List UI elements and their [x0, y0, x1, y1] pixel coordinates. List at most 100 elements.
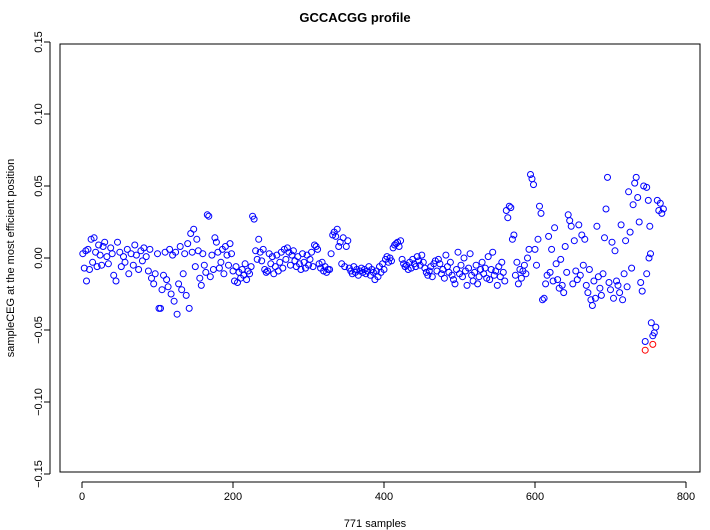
data-point [616, 289, 624, 297]
data-point [659, 205, 667, 213]
data-point [520, 261, 528, 269]
data-point [646, 222, 654, 230]
data-point [605, 279, 613, 286]
data-point [142, 253, 150, 261]
data-point [306, 255, 314, 263]
data-point [510, 231, 518, 239]
data-point [514, 280, 522, 288]
y-tick-label: 0.10 [33, 103, 45, 124]
data-point [333, 225, 341, 233]
data-point [252, 247, 260, 255]
data-points [79, 171, 667, 354]
data-point [601, 234, 608, 242]
data-point [604, 173, 611, 181]
data-point [495, 263, 503, 271]
data-point [450, 276, 457, 284]
data-point [108, 250, 116, 258]
x-tick-label: 200 [224, 491, 242, 503]
data-point [246, 270, 254, 278]
data-point [299, 250, 306, 258]
data-point [185, 304, 193, 312]
data-point [442, 251, 450, 259]
data-point [631, 179, 639, 187]
data-point [614, 281, 622, 289]
data-point [144, 267, 152, 275]
data-point [107, 244, 115, 252]
data-point [588, 302, 596, 309]
data-point [460, 254, 468, 262]
data-point [158, 286, 166, 294]
data-point [172, 248, 180, 256]
data-point [166, 245, 174, 253]
data-point [96, 251, 104, 259]
x-axis: 0 200 400 600 800 [79, 481, 695, 503]
data-point [647, 250, 654, 258]
data-point [214, 248, 222, 256]
data-point [131, 241, 139, 249]
data-point [255, 235, 263, 243]
data-point [552, 260, 560, 268]
data-point [596, 284, 604, 292]
data-point [258, 257, 266, 265]
data-point [412, 263, 420, 271]
data-point [499, 268, 507, 276]
data-point [209, 266, 217, 273]
data-point [314, 245, 322, 253]
y-tick-label: −0.10 [33, 388, 45, 416]
data-point [607, 286, 614, 294]
data-point [579, 261, 587, 269]
data-point [262, 268, 270, 276]
data-point [308, 248, 315, 256]
data-point [585, 266, 593, 273]
data-point [471, 268, 479, 276]
data-point [163, 276, 171, 284]
data-point [157, 304, 164, 312]
data-point [548, 245, 556, 253]
data-point [489, 248, 497, 256]
data-point [448, 271, 456, 279]
data-point [129, 261, 137, 269]
data-point [487, 266, 495, 273]
data-point [178, 286, 186, 294]
data-point [546, 268, 554, 276]
data-point [513, 258, 521, 266]
data-point [573, 276, 581, 284]
data-point [584, 289, 592, 297]
x-tick-label: 600 [526, 491, 544, 503]
data-point [472, 261, 480, 269]
data-point [117, 263, 125, 271]
data-point [561, 243, 569, 250]
x-tick-label: 400 [375, 491, 393, 503]
data-point [593, 222, 601, 230]
data-point [463, 281, 471, 289]
data-point [150, 280, 158, 288]
data-point [187, 230, 195, 237]
data-point [581, 235, 589, 243]
data-point [398, 255, 406, 263]
data-point [197, 281, 205, 289]
data-point [530, 181, 537, 189]
data-point [264, 267, 272, 275]
data-point [282, 255, 290, 263]
data-point [181, 250, 189, 258]
data-point [536, 202, 543, 210]
data-point [610, 294, 617, 302]
data-point [539, 296, 546, 304]
data-point [326, 266, 334, 273]
data-point [643, 183, 651, 191]
highlighted-data-point [641, 346, 649, 354]
y-axis: −0.15 −0.10 −0.05 0.00 0.05 0.10 0.15 [33, 31, 51, 488]
data-point [179, 270, 187, 278]
data-point [641, 338, 649, 345]
data-point [112, 277, 120, 285]
data-point [84, 245, 92, 253]
data-point [625, 188, 633, 196]
data-point [622, 237, 630, 245]
data-point [644, 196, 652, 204]
data-point [167, 290, 175, 298]
data-point [415, 257, 423, 265]
data-point [114, 238, 121, 246]
data-point [276, 258, 284, 266]
y-tick-label: 0.15 [33, 31, 45, 52]
data-point [436, 260, 444, 268]
